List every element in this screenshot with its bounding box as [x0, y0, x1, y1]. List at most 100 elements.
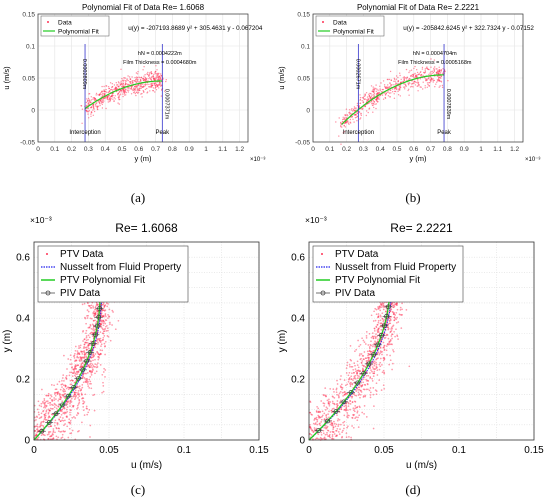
- data-point: [413, 67, 415, 70]
- data-point: [49, 397, 52, 400]
- data-point: [76, 350, 79, 352]
- data-point: [57, 436, 60, 439]
- data-point: [109, 100, 111, 103]
- data-point: [332, 402, 334, 405]
- data-point: [358, 388, 361, 391]
- data-point: [389, 82, 391, 85]
- data-point: [136, 73, 139, 75]
- data-point: [59, 420, 62, 423]
- data-point: [91, 335, 94, 338]
- data-point: [138, 81, 141, 83]
- data-point: [430, 79, 432, 81]
- data-point: [136, 86, 138, 88]
- data-point: [101, 327, 104, 330]
- chart-title: Re= 2.2221: [390, 221, 453, 235]
- data-point: [352, 426, 355, 429]
- data-point: [150, 76, 153, 78]
- data-point: [154, 71, 156, 74]
- data-point: [343, 405, 346, 408]
- data-point: [344, 384, 347, 387]
- data-point: [427, 83, 429, 86]
- data-point: [77, 392, 79, 394]
- data-point: [334, 425, 337, 428]
- data-point: [393, 93, 395, 95]
- data-point: [390, 86, 392, 88]
- data-point: [362, 388, 365, 391]
- y-tick-label: 0.15: [297, 11, 310, 18]
- data-point: [333, 403, 336, 406]
- data-point: [104, 91, 107, 93]
- data-point: [97, 355, 100, 358]
- data-point: [88, 409, 91, 411]
- data-point: [126, 78, 128, 80]
- data-point: [376, 335, 378, 338]
- data-point: [374, 335, 376, 338]
- data-point: [59, 388, 62, 391]
- data-point: [90, 372, 93, 374]
- data-point: [132, 80, 134, 82]
- y-tick-label: 0.05: [297, 75, 310, 82]
- data-point: [321, 415, 323, 418]
- data-point: [109, 90, 111, 92]
- data-point: [40, 434, 43, 437]
- data-point: [333, 391, 335, 393]
- data-point: [347, 122, 350, 124]
- data-point: [49, 402, 51, 404]
- data-point: [159, 77, 162, 80]
- plot-frame: [37, 13, 249, 143]
- data-point: [81, 365, 84, 368]
- data-point: [346, 412, 349, 414]
- data-point: [425, 78, 427, 80]
- data-point: [121, 79, 124, 82]
- data-point: [78, 401, 81, 404]
- data-point: [331, 423, 334, 425]
- data-point: [360, 357, 362, 360]
- data-point: [104, 376, 106, 378]
- data-point: [379, 361, 382, 364]
- data-point: [363, 341, 366, 343]
- data-point: [46, 400, 49, 402]
- data-points: [80, 65, 167, 125]
- data-point: [62, 407, 65, 410]
- data-point: [316, 405, 318, 408]
- data-point: [379, 85, 381, 88]
- x-tick-label: 0: [306, 445, 312, 456]
- data-point: [430, 80, 432, 83]
- data-point: [124, 77, 127, 79]
- data-point: [114, 95, 116, 97]
- data-point: [50, 425, 53, 427]
- data-point: [96, 108, 99, 110]
- data-point: [103, 304, 106, 307]
- data-point: [319, 424, 322, 427]
- data-point: [405, 68, 408, 71]
- data-point: [382, 308, 385, 311]
- y-tick-label: 0.1: [26, 43, 35, 50]
- data-point: [392, 306, 395, 309]
- data-point: [428, 73, 430, 76]
- data-point: [87, 104, 89, 106]
- data-point: [333, 420, 335, 423]
- data-point: [360, 361, 363, 364]
- data-point: [140, 80, 142, 82]
- data-point: [64, 385, 67, 387]
- data-point: [89, 424, 92, 427]
- data-point: [325, 416, 328, 419]
- data-point: [105, 302, 108, 305]
- data-point: [133, 80, 135, 82]
- data-point: [369, 343, 372, 346]
- data-point: [135, 94, 137, 97]
- data-point: [82, 347, 85, 349]
- data-point: [101, 373, 104, 376]
- data-point: [403, 86, 405, 88]
- data-point: [99, 349, 102, 351]
- data-point: [378, 307, 380, 310]
- data-point: [341, 120, 344, 123]
- piv-point: [60, 402, 65, 408]
- data-point: [401, 308, 403, 311]
- data-point: [363, 413, 365, 415]
- data-point: [387, 323, 389, 325]
- data-point: [54, 419, 57, 422]
- data-point: [320, 431, 323, 434]
- data-point: [159, 78, 162, 81]
- piv-point: [361, 370, 366, 376]
